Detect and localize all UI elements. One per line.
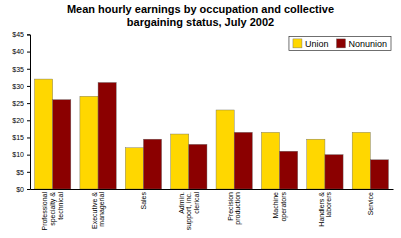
bar <box>98 82 116 189</box>
legend-frame <box>289 36 391 50</box>
y-tick-mark <box>27 172 30 173</box>
x-tick-label: Machineoperators <box>272 192 288 222</box>
bar <box>234 132 252 189</box>
legend: Union Nonunion <box>289 36 391 50</box>
y-tick-label: $5 <box>16 169 24 176</box>
chart-container: Mean hourly earnings by occupation and c… <box>0 0 401 238</box>
x-tick-label-line: clerical <box>193 192 200 214</box>
bar-series <box>35 79 371 189</box>
x-tick-label-line: technical <box>57 192 64 220</box>
y-tick: $10 <box>12 151 30 158</box>
y-tick: $20 <box>12 117 30 124</box>
x-axis: Professionalspecialty &technical Executiv… <box>31 189 394 231</box>
x-tick: Admin.support, inc.clerical <box>178 189 200 230</box>
y-tick-mark <box>27 103 30 104</box>
y-tick: $35 <box>12 65 30 72</box>
bar <box>189 144 207 189</box>
y-tick-label: $10 <box>12 151 24 158</box>
x-tick-label-line: Executive & <box>91 192 98 229</box>
x-tick-label: Precisionproduction <box>227 192 243 225</box>
x-tick-label-line: Admin. <box>178 192 185 214</box>
chart-title-line: bargaining status, July 2002 <box>127 16 274 28</box>
x-tick-label-line: laborers <box>325 192 332 218</box>
bar <box>216 110 234 189</box>
y-tick: $40 <box>12 48 30 55</box>
x-tick-label-line: Service <box>367 192 374 215</box>
legend-label: Union <box>305 39 329 49</box>
y-tick-mark <box>27 120 30 121</box>
y-tick-label: $15 <box>12 134 24 141</box>
y-tick-label: $45 <box>12 31 24 38</box>
x-tick-label-line: Precision <box>227 192 234 221</box>
y-tick-label: $0 <box>16 186 24 193</box>
y-tick-mark <box>27 155 30 156</box>
x-tick-label-line: Handlers & <box>318 192 325 227</box>
y-tick-label: $20 <box>12 117 24 124</box>
y-axis-line <box>27 35 31 190</box>
y-tick: $45 <box>12 31 30 38</box>
legend-swatch <box>336 39 345 48</box>
y-tick-label: $40 <box>12 48 24 55</box>
y-tick-mark <box>27 137 30 138</box>
x-tick: Precisionproduction <box>227 189 243 225</box>
x-tick-label-line: Professional <box>41 192 48 231</box>
x-tick: Professionalspecialty &technical <box>41 189 63 231</box>
x-tick-label-line: operators <box>280 192 288 222</box>
bar-series <box>53 82 389 189</box>
x-tick: Handlers &laborers <box>318 189 333 227</box>
x-tick-label: Professionalspecialty &technical <box>41 192 63 231</box>
x-tick-label: Admin.support, inc.clerical <box>178 192 200 231</box>
bar <box>280 151 298 189</box>
x-tick-label-line: managerial <box>98 192 106 227</box>
y-tick-label: $25 <box>12 100 24 107</box>
y-tick-mark <box>27 86 30 87</box>
x-tick: Sales <box>140 189 147 210</box>
y-axis: $0 $5 $10 $15 $20 $25 $30 $35 $40 $45 <box>12 31 30 193</box>
legend-swatch <box>293 39 302 48</box>
legend-label: Nonunion <box>348 39 387 49</box>
y-tick-mark <box>27 69 30 70</box>
x-tick-label: Handlers &laborers <box>318 192 333 227</box>
y-tick: $15 <box>12 134 30 141</box>
x-tick-label: Service <box>367 192 374 215</box>
y-tick-mark <box>27 52 30 53</box>
y-tick: $25 <box>12 100 30 107</box>
y-tick-mark <box>27 189 30 190</box>
chart-title: Mean hourly earnings by occupation and c… <box>67 3 334 28</box>
plot-area: $0 $5 $10 $15 $20 $25 $30 $35 $40 $45 Professional… <box>12 31 393 230</box>
x-tick-label-line: Sales <box>140 192 147 210</box>
x-tick-label-line: Machine <box>272 192 279 219</box>
bars <box>35 79 389 189</box>
bar <box>307 139 325 189</box>
bar <box>53 100 71 189</box>
chart-svg: Mean hourly earnings by occupation and c… <box>0 0 401 238</box>
x-tick: Service <box>367 189 374 215</box>
x-tick: Machineoperators <box>272 189 288 222</box>
y-tick-mark <box>27 34 30 35</box>
bar <box>80 96 98 189</box>
y-tick: $5 <box>16 169 30 176</box>
x-tick-label: Executive &managerial <box>91 192 107 229</box>
x-tick: Executive &managerial <box>91 189 107 229</box>
bar <box>325 155 343 189</box>
bar <box>125 148 143 189</box>
bar <box>143 139 161 189</box>
bar <box>261 132 279 189</box>
x-axis-line <box>31 189 394 190</box>
y-tick: $30 <box>12 83 30 90</box>
x-tick-label-line: production <box>234 192 242 225</box>
bar <box>352 132 370 189</box>
chart-title-line: Mean hourly earnings by occupation and c… <box>67 3 334 15</box>
x-tick-label: Sales <box>140 192 147 210</box>
y-tick: $0 <box>16 186 30 193</box>
bar <box>370 160 388 189</box>
y-tick-label: $35 <box>12 65 24 72</box>
y-tick-label: $30 <box>12 83 24 90</box>
bar <box>171 134 189 189</box>
bar <box>35 79 53 189</box>
